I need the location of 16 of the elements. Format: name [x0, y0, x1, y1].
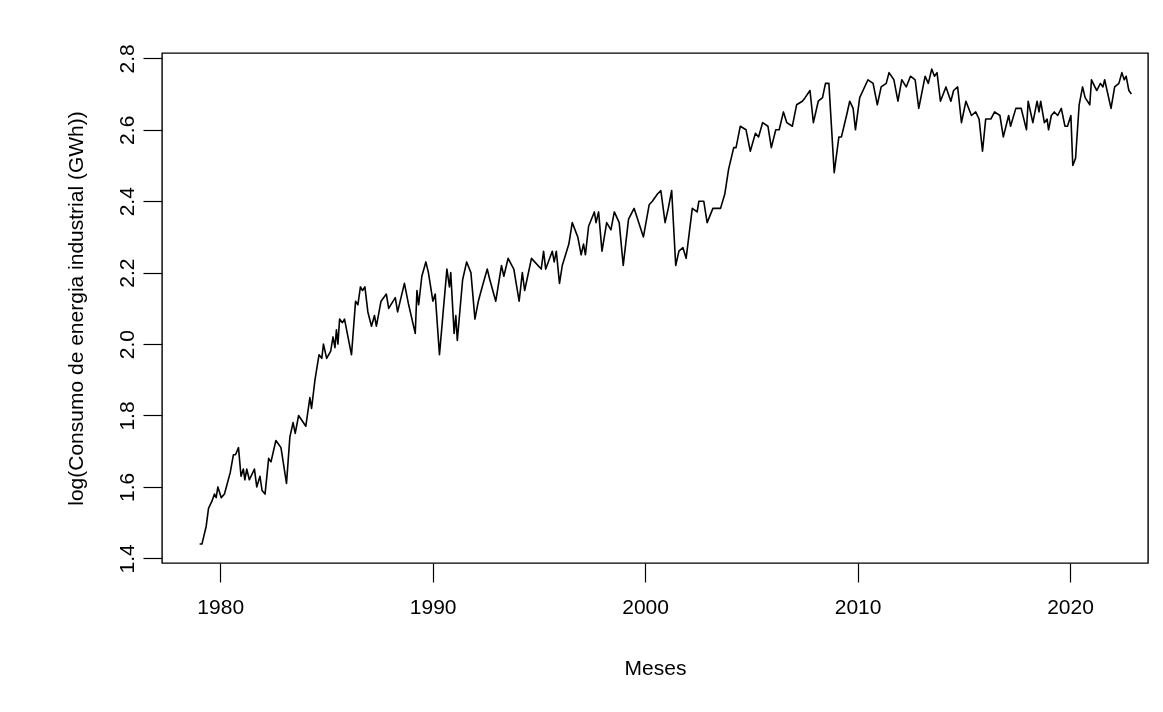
y-tick-label: 1.6: [114, 472, 138, 503]
x-tick-label: 2000: [622, 594, 669, 618]
y-tick-label: 2.8: [114, 44, 138, 74]
x-tick-label: 2010: [834, 594, 882, 618]
x-tick-label: 1980: [197, 594, 245, 618]
y-axis-title: log(Consumo de energia industrial (GWh)): [63, 111, 87, 506]
x-tick-label: 1990: [409, 594, 457, 618]
y-tick-label: 2.2: [114, 258, 138, 288]
y-tick-label: 1.4: [114, 543, 138, 574]
x-axis-title: Meses: [624, 655, 687, 679]
x-tick-label: 2020: [1047, 594, 1094, 618]
y-tick-label: 2.6: [114, 115, 138, 145]
y-tick-label: 1.8: [114, 401, 138, 431]
y-tick-label: 2.0: [114, 329, 138, 360]
y-tick-label: 2.4: [114, 186, 138, 217]
line-series: [198, 68, 1133, 545]
